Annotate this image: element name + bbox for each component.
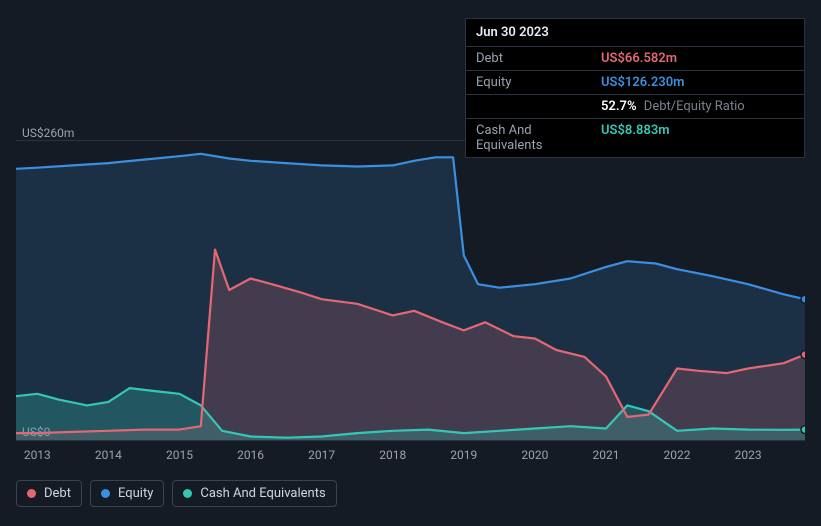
tooltip-row-value: US$126.230m [601, 75, 684, 90]
xaxis-label: 2016 [237, 448, 264, 462]
tooltip-row: DebtUS$66.582m [466, 47, 804, 71]
tooltip-row-label [476, 99, 601, 114]
xaxis: 2013 2014 2015 2016 2017 2018 2019 2020 2021 2022… [16, 448, 805, 466]
tooltip-row: EquityUS$126.230m [466, 71, 804, 95]
tooltip-row-value: US$66.582m [601, 51, 677, 66]
legend-item-cash-and-equivalents[interactable]: Cash And Equivalents [172, 480, 336, 507]
legend-dot [101, 489, 110, 498]
gridline-bottom [16, 440, 805, 441]
xaxis-label: 2018 [379, 448, 406, 462]
tooltip-row: 52.7% Debt/Equity Ratio [466, 95, 804, 119]
xaxis-label: 2019 [450, 448, 477, 462]
xaxis-label: 2013 [24, 448, 51, 462]
tooltip-row-label: Cash And Equivalents [476, 123, 601, 153]
xaxis-label: 2020 [521, 448, 548, 462]
series-end-dot-debt [801, 351, 805, 359]
legend-dot [183, 489, 192, 498]
tooltip-row-label: Debt [476, 51, 601, 66]
yaxis-label-top: US$260m [22, 126, 74, 140]
tooltip-row-suffix: Debt/Equity Ratio [641, 99, 745, 114]
legend-label: Cash And Equivalents [200, 486, 325, 501]
xaxis-label: 2014 [95, 448, 122, 462]
series-end-dot-equity [801, 295, 805, 303]
series-end-dot-cash [801, 426, 805, 434]
xaxis-label: 2021 [592, 448, 619, 462]
xaxis-label: 2017 [308, 448, 335, 462]
chart-container: Jun 30 2023 DebtUS$66.582mEquityUS$126.2… [0, 0, 821, 526]
legend: Debt Equity Cash And Equivalents [16, 480, 337, 507]
tooltip-row: Cash And EquivalentsUS$8.883m [466, 119, 804, 157]
legend-dot [27, 489, 36, 498]
xaxis-label: 2015 [166, 448, 193, 462]
tooltip-row-value: US$8.883m [601, 123, 670, 153]
xaxis-label: 2022 [664, 448, 691, 462]
legend-label: Debt [44, 486, 71, 501]
xaxis-label: 2023 [735, 448, 762, 462]
tooltip-row-label: Equity [476, 75, 601, 90]
legend-item-debt[interactable]: Debt [16, 480, 82, 507]
legend-item-equity[interactable]: Equity [90, 480, 164, 507]
chart-plot[interactable] [16, 140, 805, 440]
tooltip-date: Jun 30 2023 [466, 19, 804, 47]
tooltip-row-value: 52.7% Debt/Equity Ratio [601, 99, 745, 114]
legend-label: Equity [118, 486, 153, 501]
tooltip-box: Jun 30 2023 DebtUS$66.582mEquityUS$126.2… [465, 18, 805, 158]
